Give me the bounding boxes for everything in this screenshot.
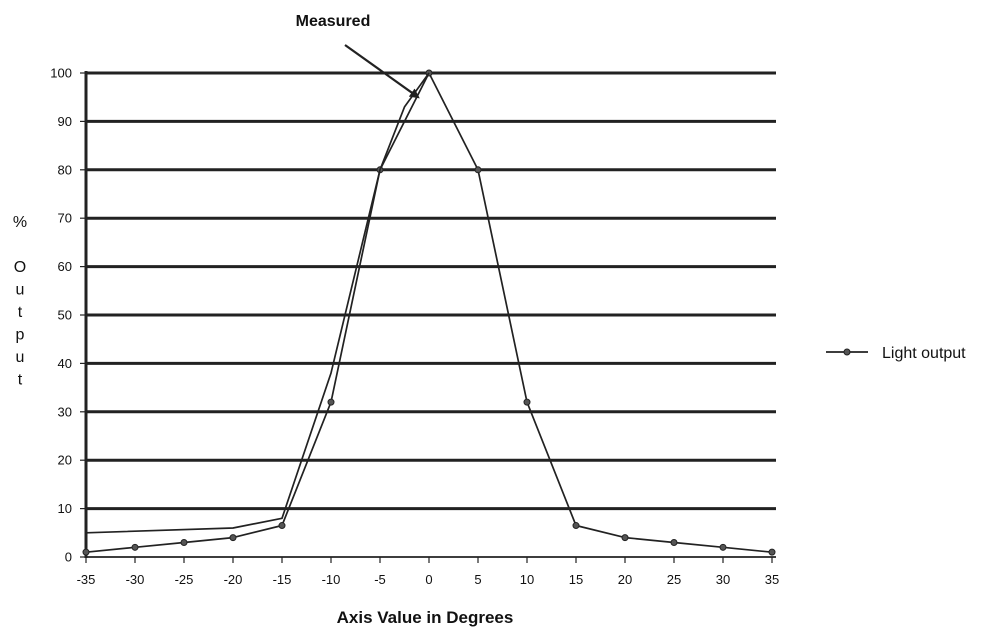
y-tick-label-40: 40 (58, 356, 72, 371)
data-point (82, 548, 90, 556)
annotations: Measured (296, 13, 420, 99)
y-tick-label-10: 10 (58, 501, 72, 516)
y-tick-label-70: 70 (58, 211, 72, 226)
gridlines (80, 71, 776, 558)
y-tick-label-30: 30 (58, 404, 72, 419)
x-tick-label--15: -15 (273, 572, 292, 587)
y-tick-label-60: 60 (58, 259, 72, 274)
x-tick-label-25: 25 (667, 572, 681, 587)
measured-arrow (344, 44, 420, 99)
x-tick-label--30: -30 (126, 572, 145, 587)
y-axis-title-char: t (18, 372, 23, 389)
series-line-measured (85, 72, 430, 534)
x-tick-labels: -35 -30 -25 -20 -15 -10 -5 0 5 10 15 20 25 30 35 (77, 572, 780, 587)
y-axis-title-char: % (13, 214, 27, 231)
data-point (278, 522, 286, 530)
legend-label-light-output: Light output (882, 345, 966, 362)
data-point (131, 543, 139, 551)
data-point (572, 522, 580, 530)
y-axis-title-char: p (16, 327, 25, 344)
y-axis-title-char: u (16, 349, 25, 366)
x-axis-title: Axis Value in Degrees (337, 608, 514, 627)
x-tick-label--25: -25 (175, 572, 194, 587)
data-point (523, 398, 531, 406)
data-point (474, 166, 482, 174)
x-tick-label--10: -10 (322, 572, 341, 587)
legend-marker (843, 348, 851, 356)
data-point (621, 534, 629, 542)
axes (84, 71, 776, 563)
x-tick-label-30: 30 (716, 572, 730, 587)
x-tick-label--35: -35 (77, 572, 96, 587)
x-tick-label-0: 0 (425, 572, 432, 587)
data-point (229, 534, 237, 542)
data-point (719, 543, 727, 551)
data-point (327, 398, 335, 406)
measured-annotation: Measured (296, 13, 371, 30)
x-tick-label-35: 35 (765, 572, 779, 587)
x-tick-label-10: 10 (520, 572, 534, 587)
y-tick-label-100: 100 (50, 66, 72, 81)
y-axis-title-char: O (14, 259, 26, 276)
x-tick-label-5: 5 (474, 572, 481, 587)
y-tick-labels: 0 10 20 30 40 50 60 70 80 90 100 (50, 66, 72, 565)
y-tick-label-0: 0 (65, 550, 72, 565)
y-axis-title-char: u (16, 282, 25, 299)
y-axis-title-char: t (18, 304, 23, 321)
series (82, 69, 776, 556)
y-tick-label-90: 90 (58, 114, 72, 129)
x-tick-label--5: -5 (374, 572, 386, 587)
y-tick-label-80: 80 (58, 162, 72, 177)
x-tick-label-20: 20 (618, 572, 632, 587)
y-tick-label-50: 50 (58, 308, 72, 323)
legend: Light output (826, 345, 966, 362)
data-point (768, 548, 776, 556)
x-tick-label-15: 15 (569, 572, 583, 587)
x-tick-label--20: -20 (224, 572, 243, 587)
data-point (670, 538, 678, 546)
series-line-light-output (85, 72, 773, 554)
y-tick-label-20: 20 (58, 453, 72, 468)
data-point (180, 538, 188, 546)
